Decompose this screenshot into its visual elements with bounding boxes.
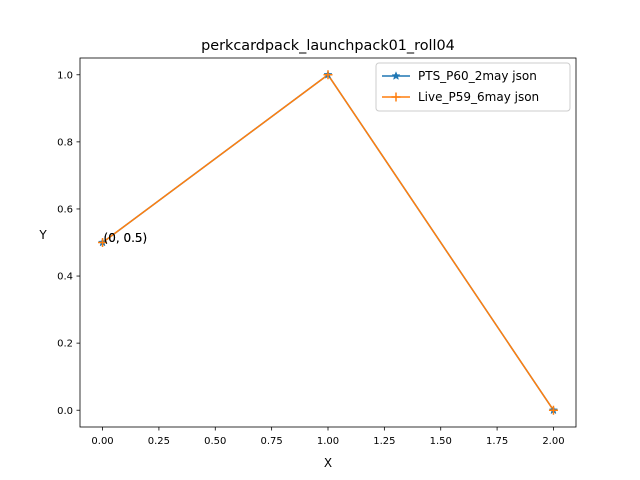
point-annotation: (0, 0.5) <box>104 231 148 245</box>
data-point-series-2 <box>548 405 558 415</box>
annotations: (0, 0.5)(0, 0.5) <box>104 231 148 245</box>
x-tick-label: 1.50 <box>430 436 452 447</box>
y-tick-label: 0.8 <box>57 137 73 148</box>
legend-label-1: PTS_P60_2may json <box>418 69 537 83</box>
x-tick-label: 0.00 <box>91 436 113 447</box>
y-tick-label: 0.2 <box>57 339 73 350</box>
x-tick-label: 1.00 <box>317 436 339 447</box>
x-tick-label: 0.25 <box>148 436 170 447</box>
legend-box <box>375 62 571 112</box>
y-tick-label: 0.0 <box>57 406 73 417</box>
legend: PTS_P60_2may json Live_P59_6may json <box>375 62 571 112</box>
y-axis-label: Y <box>38 228 47 242</box>
legend-label-2: Live_P59_6may json <box>418 90 539 104</box>
point-annotation: (0, 0.5) <box>104 231 148 245</box>
legend-marker-2 <box>391 92 401 102</box>
y-tick-label: 1.0 <box>57 70 73 81</box>
y-axis-ticks: 0.0 0.2 0.4 0.6 0.8 1.0 <box>57 70 80 417</box>
x-tick-label: 1.25 <box>373 436 395 447</box>
x-tick-label: 1.75 <box>486 436 508 447</box>
x-axis-label: X <box>324 456 332 470</box>
x-axis-ticks: 0.00 0.25 0.50 0.75 1.00 1.25 1.50 1.75 2.00 <box>91 427 565 447</box>
chart-title: perkcardpack_launchpack01_roll04 <box>201 38 455 54</box>
series-markers <box>97 69 559 415</box>
data-point-series-2 <box>98 238 108 247</box>
legend-marker-1 <box>391 71 401 80</box>
x-tick-label: 2.00 <box>542 436 564 447</box>
x-tick-label: 0.50 <box>204 436 226 447</box>
data-point-series-2 <box>323 70 333 80</box>
x-tick-label: 0.75 <box>261 436 283 447</box>
y-tick-label: 0.4 <box>57 272 73 283</box>
y-tick-label: 0.6 <box>57 205 73 216</box>
